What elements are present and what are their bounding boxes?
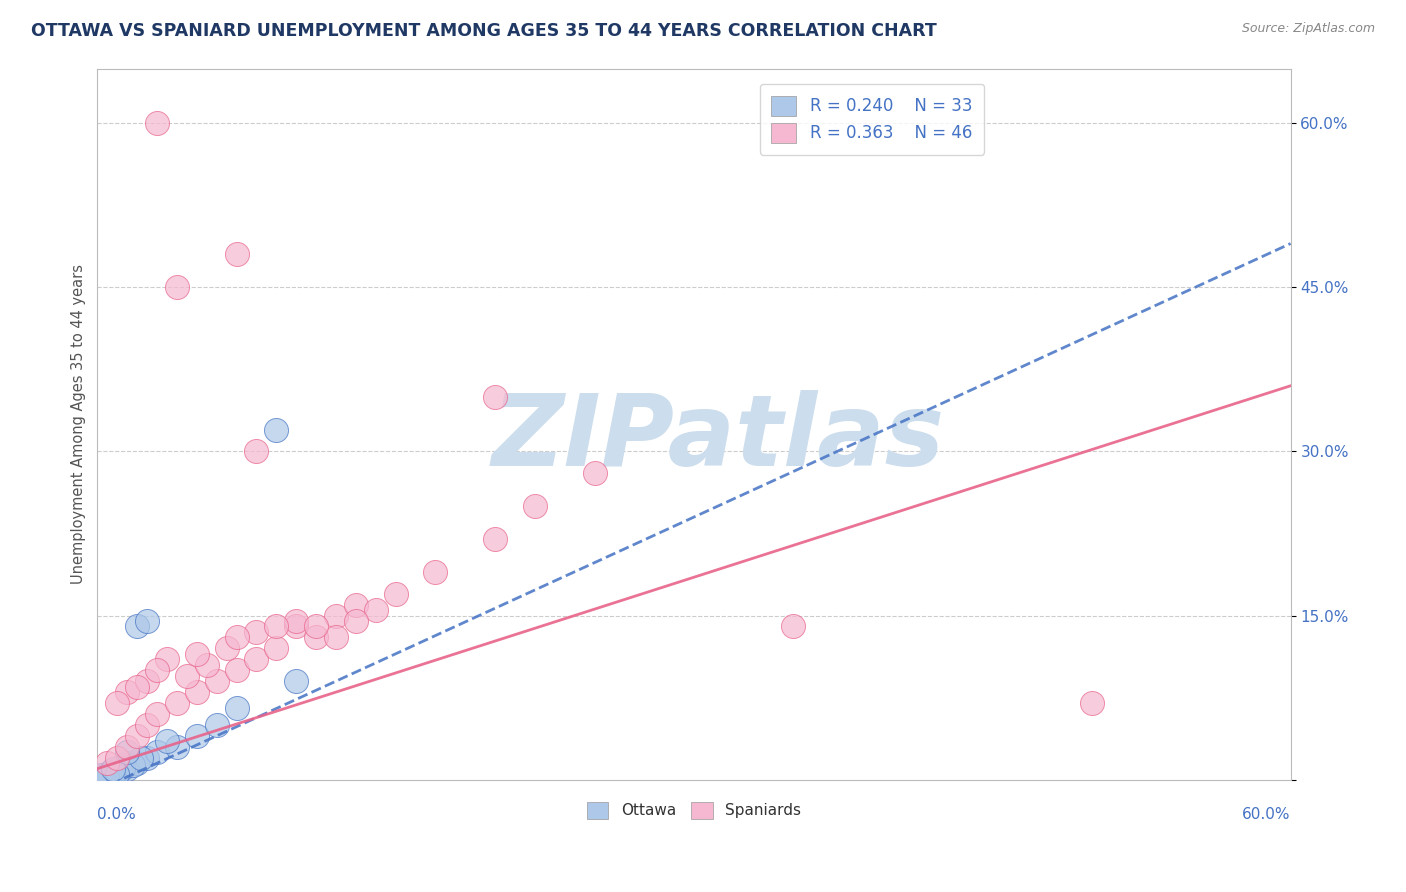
Point <box>325 631 347 645</box>
Point <box>266 619 288 633</box>
Point <box>425 565 447 579</box>
Text: 0.0%: 0.0% <box>97 806 136 822</box>
Point <box>105 762 128 776</box>
Legend: Ottawa, Spaniards: Ottawa, Spaniards <box>581 796 807 825</box>
Point <box>96 767 118 781</box>
Point <box>384 587 406 601</box>
Point <box>285 674 308 689</box>
Point <box>583 467 606 481</box>
Point <box>146 663 169 677</box>
Point <box>266 641 288 656</box>
Point <box>122 758 145 772</box>
Point <box>115 685 138 699</box>
Point <box>166 280 188 294</box>
Point <box>146 706 169 721</box>
Point <box>136 750 159 764</box>
Point <box>245 444 267 458</box>
Point <box>146 745 169 759</box>
Point <box>96 756 118 771</box>
Point <box>225 631 247 645</box>
Point <box>305 631 328 645</box>
Text: 60.0%: 60.0% <box>1241 806 1291 822</box>
Point <box>91 772 114 786</box>
Point <box>105 696 128 710</box>
Point <box>129 750 152 764</box>
Point <box>112 761 135 775</box>
Point <box>325 608 347 623</box>
Point <box>94 771 117 785</box>
Point <box>285 614 308 628</box>
Point <box>105 750 128 764</box>
Point <box>90 768 112 782</box>
Point <box>205 718 228 732</box>
Point <box>166 739 188 754</box>
Point <box>225 663 247 677</box>
Point <box>195 657 218 672</box>
Point <box>186 685 208 699</box>
Point <box>115 756 138 771</box>
Point <box>1080 696 1102 710</box>
Point <box>305 619 328 633</box>
Point <box>266 423 288 437</box>
Point <box>127 619 149 633</box>
Point <box>146 116 169 130</box>
Point <box>782 619 804 633</box>
Point <box>364 603 387 617</box>
Point <box>186 729 208 743</box>
Point <box>96 769 118 783</box>
Text: ZIPatlas: ZIPatlas <box>491 390 945 487</box>
Point <box>91 769 114 783</box>
Point <box>225 701 247 715</box>
Point <box>105 767 128 781</box>
Point <box>103 762 125 776</box>
Point <box>103 766 125 780</box>
Point <box>344 598 367 612</box>
Point <box>484 532 506 546</box>
Point <box>215 641 238 656</box>
Point <box>127 756 149 771</box>
Point <box>100 764 122 778</box>
Text: OTTAWA VS SPANIARD UNEMPLOYMENT AMONG AGES 35 TO 44 YEARS CORRELATION CHART: OTTAWA VS SPANIARD UNEMPLOYMENT AMONG AG… <box>31 22 936 40</box>
Text: Source: ZipAtlas.com: Source: ZipAtlas.com <box>1241 22 1375 36</box>
Point <box>156 652 179 666</box>
Point <box>115 745 138 759</box>
Point <box>105 764 128 778</box>
Point <box>245 652 267 666</box>
Point <box>186 647 208 661</box>
Point <box>225 247 247 261</box>
Point <box>110 759 132 773</box>
Point <box>98 767 121 781</box>
Point <box>523 499 546 513</box>
Point <box>115 762 138 776</box>
Point <box>245 624 267 639</box>
Point <box>484 390 506 404</box>
Point <box>127 729 149 743</box>
Point <box>344 614 367 628</box>
Point <box>115 739 138 754</box>
Point <box>176 668 198 682</box>
Point <box>136 718 159 732</box>
Point <box>166 696 188 710</box>
Point <box>136 674 159 689</box>
Point <box>104 764 127 779</box>
Point <box>127 680 149 694</box>
Point <box>156 734 179 748</box>
Point <box>205 674 228 689</box>
Y-axis label: Unemployment Among Ages 35 to 44 years: Unemployment Among Ages 35 to 44 years <box>72 264 86 584</box>
Point <box>136 614 159 628</box>
Point <box>285 619 308 633</box>
